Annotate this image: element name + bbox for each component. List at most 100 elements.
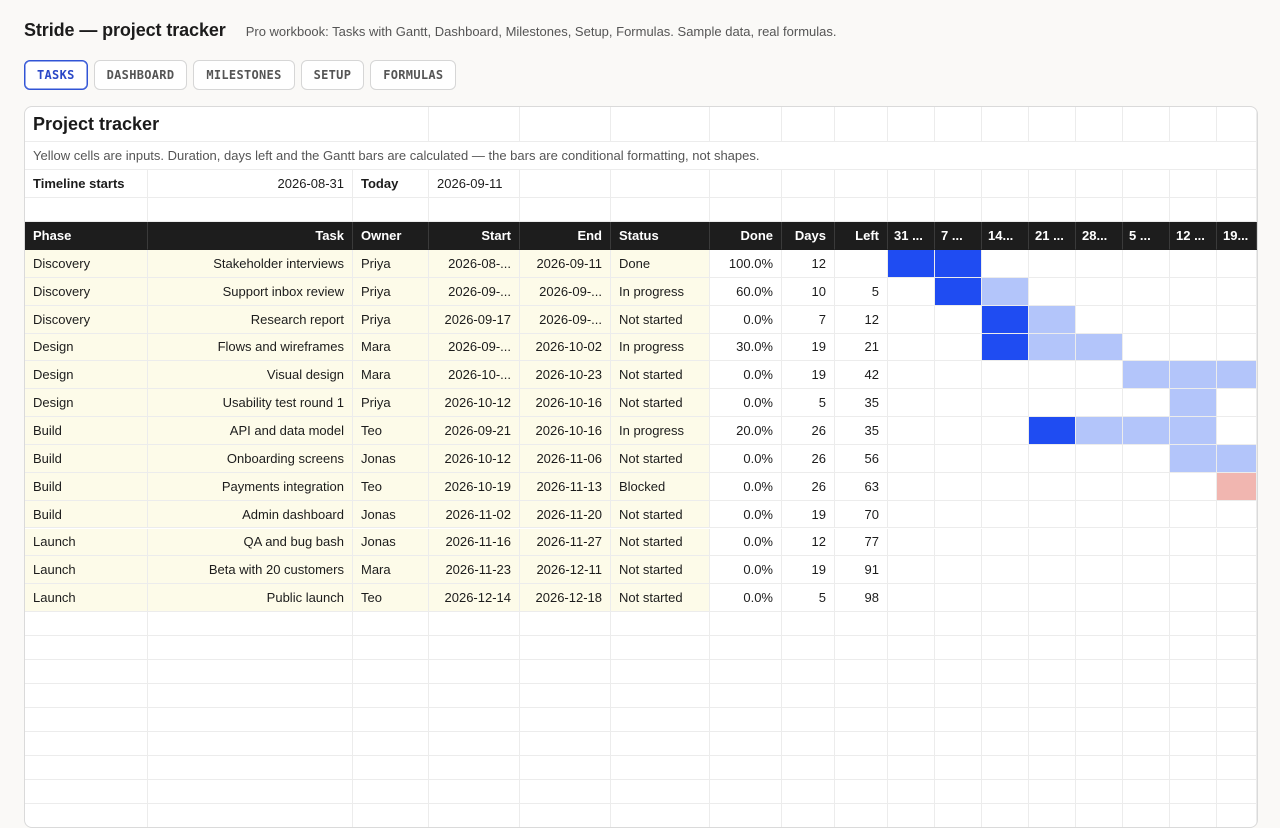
empty-cell[interactable] [1217, 660, 1257, 685]
empty-cell[interactable] [353, 756, 429, 781]
empty-cell[interactable] [429, 708, 520, 733]
end-cell[interactable]: 2026-11-27 [520, 528, 611, 557]
empty-cell[interactable] [835, 660, 888, 685]
empty-cell[interactable] [888, 660, 935, 685]
empty-cell[interactable] [782, 612, 835, 637]
empty-cell[interactable] [1217, 612, 1257, 637]
empty-cell[interactable] [888, 170, 935, 198]
empty-cell[interactable] [25, 804, 148, 827]
phase-cell[interactable]: Design [25, 333, 148, 362]
owner-cell[interactable]: Priya [353, 250, 429, 278]
empty-cell[interactable] [1123, 732, 1170, 757]
done-cell[interactable]: 30.0% [710, 333, 782, 362]
empty-cell[interactable] [429, 804, 520, 827]
tab-dashboard[interactable]: DASHBOARD [93, 60, 188, 90]
owner-cell[interactable]: Teo [353, 472, 429, 501]
owner-cell[interactable]: Priya [353, 277, 429, 306]
left-cell[interactable]: 70 [835, 500, 888, 529]
start-cell[interactable]: 2026-11-02 [429, 500, 520, 529]
empty-cell[interactable] [1029, 170, 1076, 198]
empty-cell[interactable] [429, 684, 520, 709]
column-header-owner[interactable]: Owner [353, 222, 429, 250]
empty-cell[interactable] [935, 780, 982, 805]
start-cell[interactable]: 2026-09-... [429, 277, 520, 306]
empty-cell[interactable] [782, 780, 835, 805]
empty-cell[interactable] [611, 612, 710, 637]
empty-cell[interactable] [835, 107, 888, 142]
empty-cell[interactable] [353, 107, 429, 142]
empty-cell[interactable] [935, 708, 982, 733]
empty-cell[interactable] [1217, 636, 1257, 661]
empty-cell[interactable] [982, 660, 1029, 685]
empty-cell[interactable] [25, 732, 148, 757]
end-cell[interactable]: 2026-12-11 [520, 556, 611, 585]
status-cell[interactable]: Not started [611, 528, 710, 557]
empty-cell[interactable] [982, 612, 1029, 637]
empty-cell[interactable] [520, 170, 611, 198]
empty-cell[interactable] [935, 732, 982, 757]
owner-cell[interactable]: Jonas [353, 500, 429, 529]
phase-cell[interactable]: Build [25, 472, 148, 501]
left-cell[interactable]: 35 [835, 417, 888, 445]
empty-cell[interactable] [1076, 756, 1123, 781]
start-cell[interactable]: 2026-10-12 [429, 444, 520, 473]
gantt-week-header[interactable]: 21 ... [1029, 222, 1076, 250]
empty-cell[interactable] [935, 804, 982, 827]
empty-cell[interactable] [835, 708, 888, 733]
empty-cell[interactable] [429, 198, 520, 222]
empty-cell[interactable] [935, 107, 982, 142]
end-cell[interactable]: 2026-12-18 [520, 584, 611, 613]
empty-cell[interactable] [1123, 660, 1170, 685]
empty-cell[interactable] [520, 708, 611, 733]
empty-cell[interactable] [1170, 756, 1217, 781]
start-cell[interactable]: 2026-10-12 [429, 389, 520, 418]
end-cell[interactable]: 2026-11-13 [520, 472, 611, 501]
empty-cell[interactable] [1123, 107, 1170, 142]
empty-cell[interactable] [1029, 732, 1076, 757]
empty-cell[interactable] [1076, 198, 1123, 222]
empty-cell[interactable] [710, 612, 782, 637]
empty-cell[interactable] [148, 660, 353, 685]
empty-cell[interactable] [782, 170, 835, 198]
empty-cell[interactable] [1170, 636, 1217, 661]
empty-cell[interactable] [25, 612, 148, 637]
empty-cell[interactable] [710, 684, 782, 709]
empty-cell[interactable] [710, 780, 782, 805]
empty-cell[interactable] [520, 636, 611, 661]
status-cell[interactable]: Not started [611, 584, 710, 613]
gantt-week-header[interactable]: 28... [1076, 222, 1123, 250]
left-cell[interactable]: 56 [835, 444, 888, 473]
empty-cell[interactable] [520, 732, 611, 757]
empty-cell[interactable] [982, 636, 1029, 661]
empty-cell[interactable] [888, 612, 935, 637]
status-cell[interactable]: In progress [611, 417, 710, 445]
empty-cell[interactable] [1123, 170, 1170, 198]
status-cell[interactable]: Not started [611, 500, 710, 529]
done-cell[interactable]: 0.0% [710, 305, 782, 334]
empty-cell[interactable] [982, 756, 1029, 781]
empty-cell[interactable] [1123, 804, 1170, 827]
done-cell[interactable]: 0.0% [710, 361, 782, 390]
empty-cell[interactable] [935, 756, 982, 781]
empty-cell[interactable] [1170, 612, 1217, 637]
empty-cell[interactable] [25, 684, 148, 709]
empty-cell[interactable] [353, 708, 429, 733]
empty-cell[interactable] [1217, 756, 1257, 781]
empty-cell[interactable] [982, 804, 1029, 827]
phase-cell[interactable]: Discovery [25, 250, 148, 278]
empty-cell[interactable] [1076, 636, 1123, 661]
empty-cell[interactable] [1029, 198, 1076, 222]
empty-cell[interactable] [353, 732, 429, 757]
empty-cell[interactable] [1170, 107, 1217, 142]
column-header-left[interactable]: Left [835, 222, 888, 250]
days-cell[interactable]: 12 [782, 528, 835, 557]
status-cell[interactable]: In progress [611, 333, 710, 362]
empty-cell[interactable] [782, 732, 835, 757]
empty-cell[interactable] [429, 732, 520, 757]
end-cell[interactable]: 2026-09-... [520, 305, 611, 334]
empty-cell[interactable] [353, 198, 429, 222]
phase-cell[interactable]: Discovery [25, 305, 148, 334]
today-value[interactable]: 2026-09-11 [429, 170, 520, 198]
left-cell[interactable]: 91 [835, 556, 888, 585]
empty-cell[interactable] [982, 732, 1029, 757]
